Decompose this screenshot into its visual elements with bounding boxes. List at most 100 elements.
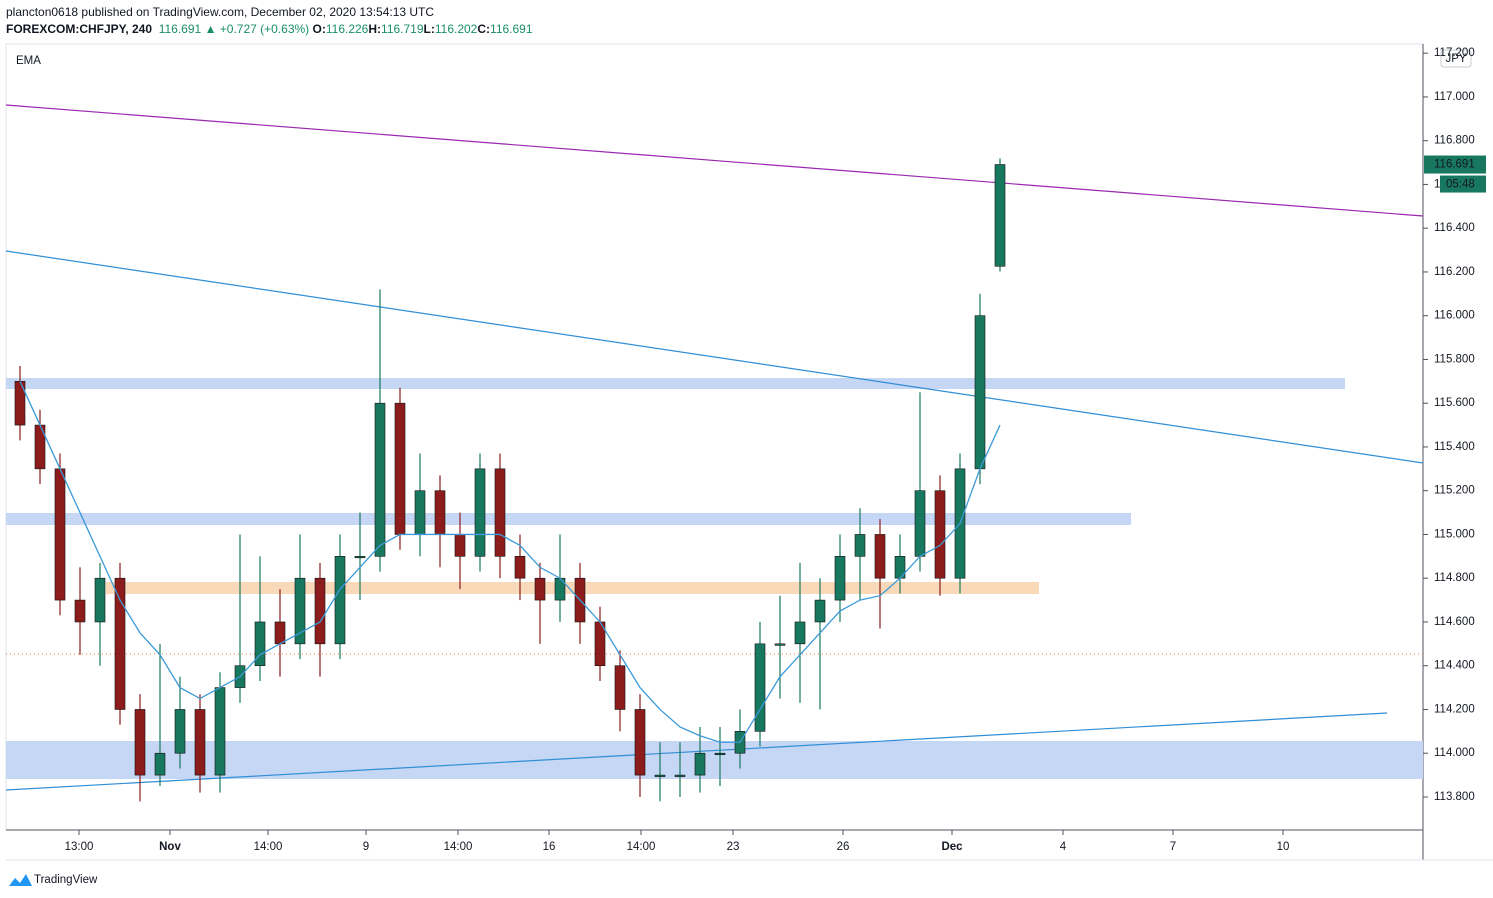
y-tick-label: 117.000: [1434, 91, 1475, 103]
candle-body: [874, 534, 886, 579]
candle-body: [634, 709, 646, 776]
y-tick-label: 115.600: [1434, 397, 1475, 409]
x-tick-label: 9: [363, 841, 369, 853]
candle-body: [834, 556, 846, 601]
candle-body: [194, 709, 206, 776]
brand: TradingView: [34, 874, 98, 886]
x-tick-label: 7: [1170, 841, 1176, 853]
y-tick-label: 115.400: [1434, 441, 1475, 453]
resistance-zone: [6, 513, 1131, 525]
indicator-label: EMA: [16, 55, 41, 67]
currency: JPY: [1445, 53, 1466, 65]
candle-body: [914, 490, 926, 557]
trend-line: [5, 712, 1388, 791]
symbol-line: FOREXCOM:CHFJPY, 240 116.691 ▲ +0.727 (+…: [6, 21, 533, 38]
candle-body: [414, 490, 426, 535]
trend-line: [5, 104, 1424, 217]
ohlc-label: O:: [312, 22, 326, 36]
candle-body: [294, 577, 306, 645]
candle-body: [74, 599, 86, 623]
y-tick-label: 116.200: [1434, 266, 1475, 278]
y-tick-label: 117.200: [1434, 47, 1475, 59]
ohlc-value: 116.226: [325, 22, 369, 36]
symbol: FOREXCOM:CHFJPY, 240: [6, 22, 153, 36]
x-tick-label: 14:00: [444, 841, 473, 853]
candle-body: [354, 556, 366, 559]
candle-body: [134, 709, 146, 776]
candle-body: [994, 164, 1006, 267]
candle-body: [214, 687, 226, 776]
change: ▲ +0.727 (+0.63%): [204, 22, 310, 36]
trend-line: [5, 250, 1424, 464]
candle-body: [794, 621, 806, 645]
y-tick-label: 116.800: [1434, 135, 1475, 147]
last: 116.691: [158, 22, 202, 36]
candle-body: [754, 643, 766, 732]
y-tick-label: 116.000: [1434, 310, 1475, 322]
x-tick-label: 10: [1277, 841, 1290, 853]
candle-body: [814, 599, 826, 623]
y-tick-label: 115.000: [1434, 528, 1475, 540]
last-price-label: 116.691: [1434, 159, 1475, 171]
y-tick-label: 114.400: [1434, 660, 1475, 672]
ohlc-value: 116.202: [434, 22, 478, 36]
ohlc-label: L:: [423, 22, 435, 36]
y-tick-label: 115.200: [1434, 485, 1475, 497]
candle-body: [334, 556, 346, 645]
candle-body: [854, 534, 866, 557]
candle-body: [274, 621, 286, 645]
x-tick-label: 14:00: [254, 841, 283, 853]
currency-badge[interactable]: [1440, 49, 1472, 68]
candle-body: [174, 709, 186, 754]
candle-body: [94, 577, 106, 623]
x-tick-label: 13:00: [65, 841, 94, 853]
candle-body: [114, 577, 126, 710]
candle-body: [474, 468, 486, 557]
candle-body: [934, 490, 946, 579]
ohlc-value: 116.719: [381, 22, 424, 36]
x-tick-label: Nov: [159, 841, 181, 853]
last-price-tag: [1424, 155, 1486, 174]
ema-line: [19, 381, 1001, 743]
logo: [9, 874, 32, 886]
x-tick-label: 26: [837, 841, 850, 853]
y-tick-label: 114.000: [1434, 747, 1475, 759]
ohlc-label: C:: [477, 22, 491, 36]
countdown: 05:48: [1446, 179, 1475, 191]
header: plancton0618 published on TradingView.co…: [6, 4, 533, 38]
candle-body: [54, 468, 66, 601]
x-tick-label: 14:00: [627, 841, 656, 853]
y-tick-label: 114.200: [1434, 703, 1475, 715]
candle-body: [614, 665, 626, 710]
resistance-zone: [6, 378, 1345, 389]
candle-body: [254, 621, 266, 667]
support-zone: [6, 741, 1423, 779]
candle-body: [374, 402, 386, 557]
x-tick-label: 23: [727, 841, 740, 853]
candle-body: [654, 774, 666, 777]
y-tick-label: 113.800: [1434, 791, 1475, 803]
candle-body: [394, 402, 406, 535]
ohlc: O:116.226H:116.719L:116.202C:116.691: [313, 22, 533, 36]
y-tick-label: 115.800: [1434, 353, 1475, 365]
candle-body: [434, 490, 446, 535]
candle-body: [494, 468, 506, 557]
candle-body: [694, 752, 706, 776]
countdown-tag: [1440, 175, 1486, 193]
ohlc-label: H:: [368, 22, 382, 36]
y-tick-label: 114.600: [1434, 616, 1475, 628]
ohlc-value: 116.691: [490, 22, 533, 36]
candle-body: [534, 577, 546, 601]
publisher: plancton0618 published on TradingView.co…: [6, 5, 435, 19]
candle-body: [674, 774, 686, 777]
candle-body: [454, 534, 466, 557]
y-tick-label: 114.800: [1434, 572, 1475, 584]
candle-body: [714, 752, 726, 756]
candle-body: [974, 315, 986, 470]
x-tick-label: Dec: [941, 841, 963, 853]
x-tick-label: 16: [543, 841, 556, 853]
candle-body: [774, 643, 786, 646]
y-tick-label: 116.400: [1434, 222, 1475, 234]
